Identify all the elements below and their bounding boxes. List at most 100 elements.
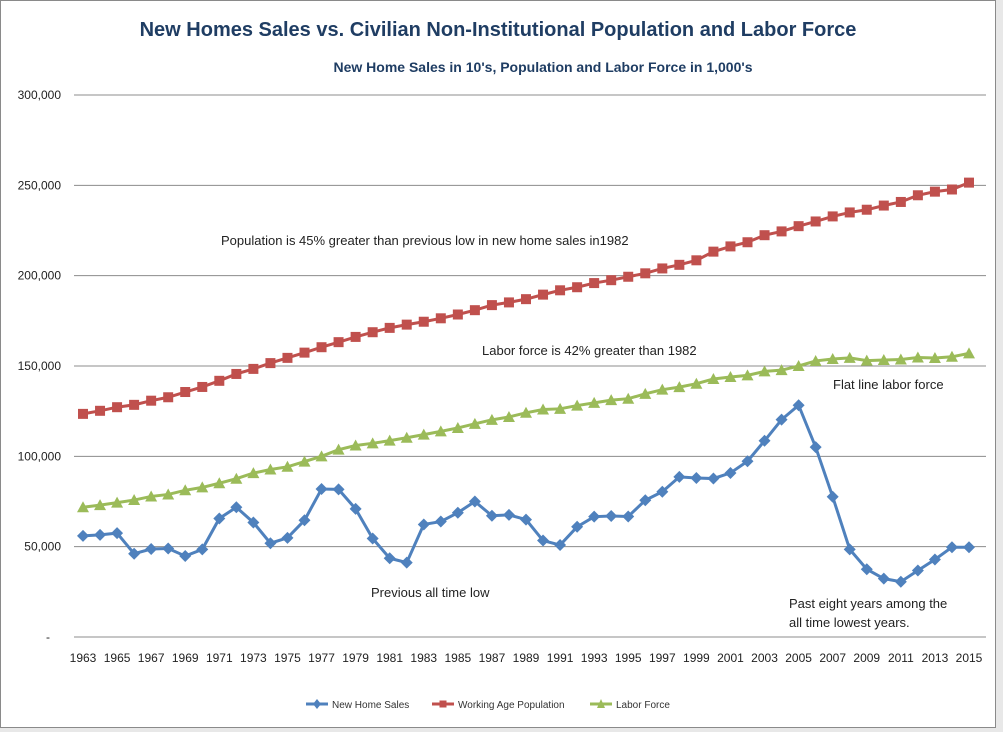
data-point <box>895 196 906 207</box>
x-tick-label: 1985 <box>444 651 471 665</box>
data-point <box>128 494 141 506</box>
data-point <box>179 550 192 563</box>
legend-label: Working Age Population <box>458 700 565 711</box>
data-point <box>162 542 175 555</box>
data-point <box>162 488 175 500</box>
data-point <box>894 575 907 588</box>
data-point <box>928 553 941 566</box>
data-point <box>537 403 550 415</box>
annotation-population: Population is 45% greater than previous … <box>221 233 629 248</box>
data-point <box>231 368 242 379</box>
data-point <box>724 466 737 479</box>
chart-title: New Homes Sales vs. Civilian Non-Institu… <box>139 19 857 41</box>
data-point <box>94 528 107 541</box>
data-point <box>145 543 158 556</box>
data-point <box>708 246 719 257</box>
data-point <box>555 285 566 296</box>
legend-label: Labor Force <box>616 700 670 711</box>
annotation-previous-low: Previous all time low <box>371 585 490 600</box>
x-tick-label: 1971 <box>206 651 233 665</box>
data-point <box>606 275 617 286</box>
data-point <box>281 531 294 544</box>
data-point <box>622 392 635 404</box>
data-point <box>656 485 669 498</box>
y-tick-label: 250,000 <box>18 178 62 192</box>
data-point <box>877 354 890 366</box>
y-tick-label: - <box>46 630 50 644</box>
x-tick-label: 1979 <box>342 651 369 665</box>
data-point <box>792 360 805 371</box>
data-point <box>281 460 294 472</box>
data-point <box>247 467 260 479</box>
y-tick-label: 300,000 <box>18 88 62 102</box>
data-point <box>417 428 430 440</box>
data-point <box>452 309 463 320</box>
data-point <box>333 337 344 348</box>
legend-marker <box>313 699 321 709</box>
x-tick-label: 2001 <box>717 651 744 665</box>
x-tick-label: 2005 <box>785 651 812 665</box>
data-point <box>707 373 720 385</box>
data-point <box>298 514 311 527</box>
data-point <box>622 510 635 523</box>
data-point <box>468 495 481 508</box>
x-tick-label: 2013 <box>922 651 949 665</box>
data-point <box>468 417 481 429</box>
data-point <box>129 399 140 410</box>
data-point <box>401 319 412 330</box>
x-tick-label: 2009 <box>853 651 880 665</box>
data-point <box>826 352 839 364</box>
data-point <box>758 365 771 377</box>
data-point <box>112 402 123 413</box>
chart-subtitle: New Home Sales in 10's, Population and L… <box>333 59 753 75</box>
data-point <box>809 441 822 454</box>
data-point <box>180 387 191 398</box>
data-point <box>400 431 413 443</box>
data-point <box>605 394 618 406</box>
data-point <box>366 437 379 449</box>
x-tick-label: 1995 <box>615 651 642 665</box>
y-tick-label: 150,000 <box>18 359 62 373</box>
data-point <box>400 556 413 569</box>
data-point <box>538 289 549 300</box>
data-point <box>759 230 770 241</box>
data-point <box>520 513 532 526</box>
data-point <box>776 226 787 237</box>
data-point <box>860 354 873 366</box>
data-point <box>964 177 974 188</box>
x-tick-label: 1993 <box>581 651 608 665</box>
data-point <box>657 263 668 274</box>
data-point <box>793 221 804 232</box>
data-point <box>214 375 225 386</box>
data-point <box>691 255 702 266</box>
data-point <box>928 352 941 364</box>
data-point <box>248 363 259 374</box>
data-point <box>418 316 429 327</box>
data-point <box>350 331 361 342</box>
data-point <box>911 564 924 577</box>
data-point <box>503 297 514 308</box>
data-point <box>196 543 209 556</box>
data-point <box>383 552 396 565</box>
annotation-past-eight-years-2: all time lowest years. <box>789 615 910 630</box>
data-point <box>383 434 396 446</box>
data-point <box>451 421 464 433</box>
data-point <box>78 408 88 419</box>
data-point <box>111 496 124 508</box>
data-point <box>656 383 669 395</box>
data-point <box>77 501 89 513</box>
data-point <box>469 305 480 316</box>
data-point <box>521 294 531 305</box>
data-point <box>894 353 907 365</box>
data-point <box>792 399 805 412</box>
data-point <box>843 351 856 363</box>
data-point <box>844 207 855 218</box>
data-point <box>826 490 839 503</box>
data-point <box>537 534 550 547</box>
data-point <box>247 516 260 529</box>
x-tick-label: 1983 <box>410 651 437 665</box>
data-point <box>435 313 446 324</box>
data-point <box>690 472 703 485</box>
data-point <box>332 483 345 496</box>
